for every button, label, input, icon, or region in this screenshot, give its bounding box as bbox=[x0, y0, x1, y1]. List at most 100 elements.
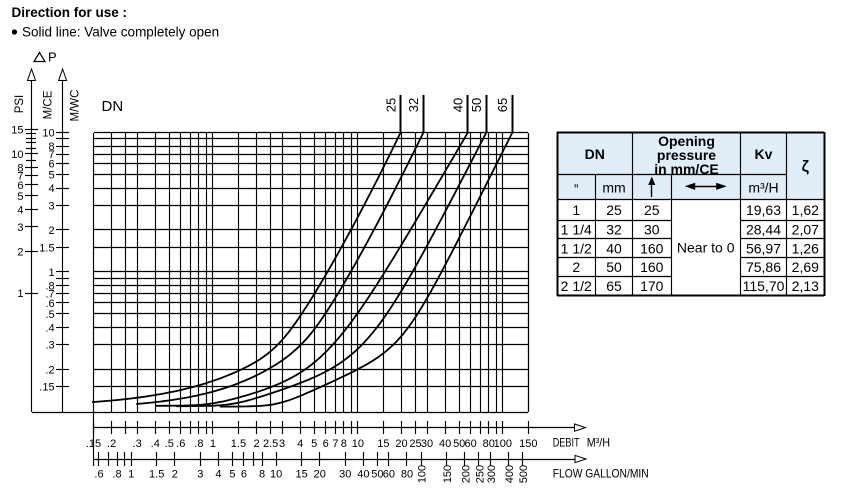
svg-text:5: 5 bbox=[311, 438, 317, 450]
svg-text:40: 40 bbox=[606, 240, 622, 256]
svg-text:2: 2 bbox=[17, 246, 23, 258]
svg-text:50: 50 bbox=[469, 98, 484, 112]
svg-text:FLOW GALLON/MIN: FLOW GALLON/MIN bbox=[553, 467, 649, 481]
svg-text:1: 1 bbox=[128, 469, 134, 481]
svg-text:250: 250 bbox=[474, 465, 486, 483]
svg-text:Kv: Kv bbox=[755, 146, 773, 162]
svg-text:50: 50 bbox=[453, 438, 465, 450]
svg-text:.6: .6 bbox=[176, 438, 185, 450]
svg-text:3: 3 bbox=[197, 469, 203, 481]
svg-text:65: 65 bbox=[606, 278, 622, 294]
svg-text:1,26: 1,26 bbox=[792, 240, 819, 256]
svg-text:15: 15 bbox=[295, 469, 307, 481]
svg-text:.8: .8 bbox=[45, 280, 54, 292]
svg-text:75,86: 75,86 bbox=[746, 259, 781, 275]
svg-text:160: 160 bbox=[640, 240, 664, 256]
svg-text:6: 6 bbox=[241, 469, 247, 481]
svg-text:115,70: 115,70 bbox=[743, 278, 785, 294]
svg-text:2: 2 bbox=[572, 259, 580, 275]
svg-text:PSI: PSI bbox=[14, 95, 26, 114]
svg-text:100: 100 bbox=[494, 438, 512, 450]
svg-text:28,44: 28,44 bbox=[746, 222, 781, 238]
svg-text:50: 50 bbox=[371, 469, 383, 481]
svg-text:7: 7 bbox=[48, 149, 54, 161]
svg-text:3: 3 bbox=[17, 222, 23, 234]
svg-text:.4: .4 bbox=[45, 322, 54, 334]
svg-text:60: 60 bbox=[383, 469, 395, 481]
svg-text:2: 2 bbox=[253, 438, 259, 450]
svg-text:56,97: 56,97 bbox=[746, 240, 781, 256]
svg-text:2: 2 bbox=[172, 469, 178, 481]
svg-text:2,69: 2,69 bbox=[792, 259, 819, 275]
svg-text:25: 25 bbox=[644, 202, 660, 218]
svg-text:1.5: 1.5 bbox=[231, 438, 246, 450]
svg-text:ζ: ζ bbox=[802, 159, 810, 176]
svg-text:pressure: pressure bbox=[657, 147, 716, 163]
svg-text:25: 25 bbox=[606, 202, 622, 218]
svg-text:3: 3 bbox=[279, 438, 285, 450]
svg-text:1.5: 1.5 bbox=[39, 242, 54, 254]
svg-text:6: 6 bbox=[48, 159, 54, 171]
svg-text:”: ” bbox=[574, 181, 579, 197]
svg-text:4: 4 bbox=[17, 204, 23, 216]
svg-text:30: 30 bbox=[421, 438, 433, 450]
svg-text:.2: .2 bbox=[45, 364, 54, 376]
svg-text:DEBIT: DEBIT bbox=[553, 436, 580, 450]
svg-text:3: 3 bbox=[48, 200, 54, 212]
svg-text:500: 500 bbox=[518, 465, 530, 483]
svg-text:50: 50 bbox=[606, 259, 622, 275]
svg-text:.8: .8 bbox=[194, 438, 203, 450]
svg-text:Opening: Opening bbox=[658, 133, 715, 149]
svg-text:300: 300 bbox=[486, 465, 498, 483]
svg-text:P: P bbox=[48, 50, 57, 65]
svg-text:.5: .5 bbox=[165, 438, 174, 450]
svg-text:2 1/2: 2 1/2 bbox=[561, 278, 592, 294]
svg-text:m³/H: m³/H bbox=[748, 180, 778, 196]
svg-text:.4: .4 bbox=[151, 438, 160, 450]
svg-text:M/WC: M/WC bbox=[69, 90, 81, 122]
svg-text:1.5: 1.5 bbox=[149, 469, 164, 481]
svg-text:8: 8 bbox=[341, 438, 347, 450]
svg-text:80: 80 bbox=[401, 469, 413, 481]
svg-text:DN: DN bbox=[102, 98, 124, 115]
svg-text:10: 10 bbox=[270, 469, 282, 481]
svg-text:1: 1 bbox=[17, 288, 23, 300]
svg-text:6: 6 bbox=[17, 180, 23, 192]
svg-text:20: 20 bbox=[395, 438, 407, 450]
svg-text:1,62: 1,62 bbox=[792, 202, 819, 218]
svg-text:2,07: 2,07 bbox=[792, 222, 819, 238]
svg-text:Solid line: Valve completely o: Solid line: Valve completely open bbox=[22, 25, 219, 40]
svg-text:25: 25 bbox=[383, 98, 398, 112]
svg-text:4: 4 bbox=[215, 469, 221, 481]
svg-text:10: 10 bbox=[11, 149, 23, 161]
svg-text:5: 5 bbox=[48, 170, 54, 182]
svg-text:2.5: 2.5 bbox=[263, 438, 278, 450]
svg-text:8: 8 bbox=[48, 141, 54, 153]
svg-text:Near to 0: Near to 0 bbox=[677, 240, 735, 256]
svg-text:8: 8 bbox=[17, 162, 23, 174]
svg-text:150: 150 bbox=[519, 438, 537, 450]
svg-text:4: 4 bbox=[297, 438, 303, 450]
svg-text:.6: .6 bbox=[45, 298, 54, 310]
svg-text:.6: .6 bbox=[94, 469, 103, 481]
svg-text:Direction for use :: Direction for use : bbox=[12, 5, 128, 20]
svg-text:mm: mm bbox=[602, 180, 625, 196]
svg-text:M/CE: M/CE bbox=[42, 90, 54, 119]
svg-text:.2: .2 bbox=[107, 438, 116, 450]
svg-text:1: 1 bbox=[572, 202, 580, 218]
svg-text:2: 2 bbox=[48, 225, 54, 237]
svg-text:8: 8 bbox=[259, 469, 265, 481]
svg-text:10: 10 bbox=[42, 128, 54, 140]
svg-text:1: 1 bbox=[48, 267, 54, 279]
svg-text:25: 25 bbox=[409, 438, 421, 450]
svg-text:160: 160 bbox=[640, 259, 664, 275]
svg-text:6: 6 bbox=[323, 438, 329, 450]
svg-text:65: 65 bbox=[495, 98, 510, 112]
svg-text:32: 32 bbox=[406, 98, 421, 112]
svg-text:1 1/4: 1 1/4 bbox=[561, 222, 592, 238]
svg-text:60: 60 bbox=[465, 438, 477, 450]
svg-text:4: 4 bbox=[48, 183, 54, 195]
svg-text:.7: .7 bbox=[45, 288, 54, 300]
svg-text:.15: .15 bbox=[39, 382, 54, 394]
svg-text:.3: .3 bbox=[133, 438, 142, 450]
